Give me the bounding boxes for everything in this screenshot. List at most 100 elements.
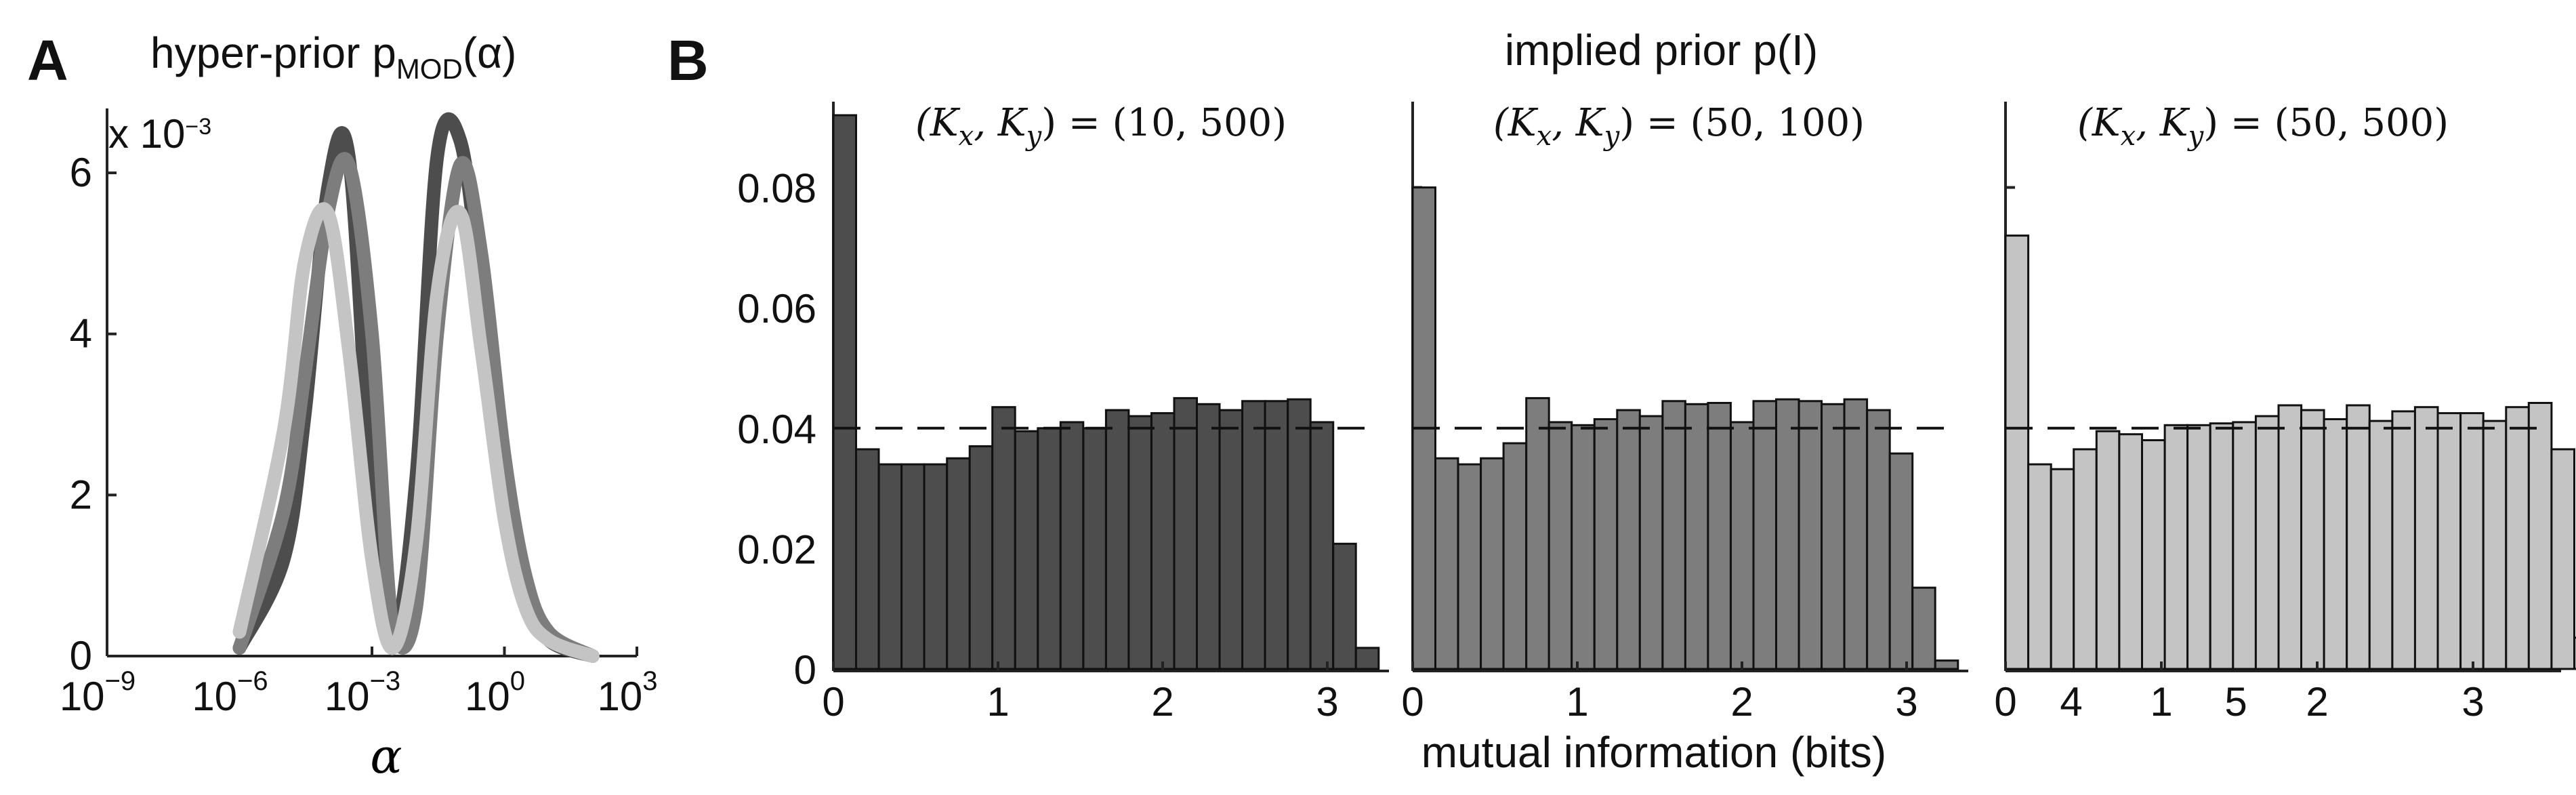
histogram-1-bar [946,457,971,670]
panel-a-x-tick-label: 10−9 [60,666,136,719]
histogram-1-bar [1218,409,1244,670]
histogram-1-bar [855,448,880,670]
histogram-3-bar [2482,420,2508,670]
histogram-1-bar [1014,430,1039,670]
histogram-2-bar [1616,409,1641,670]
histogram-1-bar [1264,400,1289,670]
histogram-2-bar [1843,398,1869,670]
histogram-2-bar [1911,586,1936,670]
panel-b-y-tick-label: 0.04 [737,407,816,452]
panel-a-y-tick-label: 6 [70,150,92,195]
panel-a-xlabel: α [370,729,402,784]
panel-b-y-tick-label: 0 [794,647,816,693]
histogram-3-bar [2186,424,2211,670]
histogram-2-title: (Kx, Ky) = (50, 100) [1493,101,1865,152]
histogram-2-bar [1525,396,1550,670]
panel-a-curves [232,112,600,663]
panel-a-title-tail: (α) [463,28,517,77]
panel-a-x-tick-exponent: −3 [370,666,401,696]
histogram-1-bar [1127,415,1152,670]
histogram-3-bar [2050,468,2075,670]
histogram-3-x-tick-label: 3 [2461,679,2484,725]
histogram-title-part: x [1537,121,1552,152]
histogram-3-bar [2368,420,2394,670]
panel-a-title: hyper-prior pMOD(α) [150,28,516,85]
histogram-title-part: y [1603,121,1621,152]
histogram-3-bar [2004,235,2030,670]
histogram-3-bar [2436,412,2462,670]
histogram-title-part: , K [974,101,1029,145]
histogram-2-bar [1457,463,1482,670]
histogram-1-x-tick-label: 2 [1151,679,1173,725]
histogram-2-bar [1888,452,1914,670]
histogram-3-bar [2118,433,2143,670]
panel-a-x-tick-label: 10−3 [325,666,400,719]
histogram-1-bar [1059,421,1085,670]
histogram-2-x-tick-label: 0 [1401,679,1424,725]
histogram-3-bar [2073,448,2098,670]
panel-a-x-tick-mantissa: 10 [465,674,510,719]
histogram-3-bar [2527,402,2553,670]
panel-a-x-tick-exponent: 3 [642,666,657,696]
histogram-1-bar [1354,647,1380,670]
histogram-1-x-tick-label: 0 [822,679,844,725]
panel-a-x-tick-label: 100 [465,666,525,719]
panel-a-x-tick-mantissa: 10 [325,674,370,719]
histogram-2: 0 1 2 3 4 5(Kx, Ky) = (50, 100) [1401,101,2247,725]
histogram-title-part: (K [915,101,961,145]
histogram-1-bar [1150,412,1176,670]
panel-a-scale-exponent: −3 [185,114,211,140]
panel-a-x-ticks: 10−9 10−6 10−3 100 103 [60,647,658,719]
panel-b-y-tick-label: 0.02 [737,527,816,572]
histogram-2-x-tick-label: 4 [2060,679,2082,725]
histogram-3-bar [2095,430,2121,670]
histogram-title-part: , K [2136,101,2190,145]
panel-a-title-subscript: MOD [396,53,463,85]
histogram-title-part: ) = (50, 500) [2203,101,2449,145]
histogram-1-title: (Kx, Ky) = (10, 500) [915,101,1287,152]
histogram-2-bar [1480,457,1505,670]
histogram-1-bar [968,445,994,670]
panel-b-y-tick-label: 0.08 [737,166,816,211]
histogram-1-x-tick-label: 3 [1316,679,1338,725]
histogram-3-bar [2232,421,2257,670]
histogram-title-part: (K [2077,101,2123,145]
histogram-1-bar [1332,542,1357,670]
histogram-2-x-tick-label: 3 [1895,679,1917,725]
histogram-1-bar [1287,398,1312,670]
histogram-1: 0 1 2 3 (Kx, Ky) = (10, 500) [822,101,1389,725]
panel-a-x-tick-label: 103 [598,666,658,719]
panel-a-x-tick-mantissa: 10 [192,674,237,719]
panel-a-x-tick-exponent: −6 [237,666,268,696]
histogram-2-bar [1593,418,1619,670]
histogram-title-part: (K [1493,101,1539,145]
panel-a-scale-base: x 10 [108,111,185,157]
histogram-3-bar [2323,418,2348,670]
panel-b-histograms: 0 1 2 3(Kx, Ky) = (10, 500)0 1 2 3 4 5(Kx, Ky) =… [822,101,2576,725]
histogram-1-bar [1104,409,1130,670]
histogram-title-part: ) = (50, 100) [1619,101,1865,145]
histogram-2-bar [1730,421,1755,670]
panel-a-y-tick-label: 2 [70,472,92,517]
histogram-3-bar [2300,409,2325,670]
histogram-3: 0 1 2 3 4 5 (Kx, Ky) = (50, 500) [1994,101,2576,725]
histogram-2-bar [1638,415,1664,670]
histogram-3-x-tick-label: 1 [2150,679,2172,725]
histogram-2-x-tick-label: 2 [1730,679,1753,725]
histogram-3-bar [2254,415,2280,670]
histogram-1-bar [1196,403,1221,670]
panel-a-title-main: hyper-prior p [150,28,396,77]
histogram-3-bar [2027,463,2052,670]
histogram-3-bar [2413,406,2439,670]
histogram-2-bar [1752,400,1777,670]
histogram-3-bar [2277,404,2303,670]
histogram-2-bar [1798,400,1823,670]
histogram-2-bar [1866,409,1891,670]
histogram-2-bar [1547,421,1573,670]
histogram-3-bar [2163,424,2189,670]
panel-a-series-line-2 [232,152,600,663]
panel-b: B implied prior p(I) 0 0.02 0.04 0.06 0.08 0… [667,26,2576,777]
histogram-title-part: , K [1552,101,1606,145]
panel-a-y-ticks: 0 2 4 6 [70,150,117,678]
